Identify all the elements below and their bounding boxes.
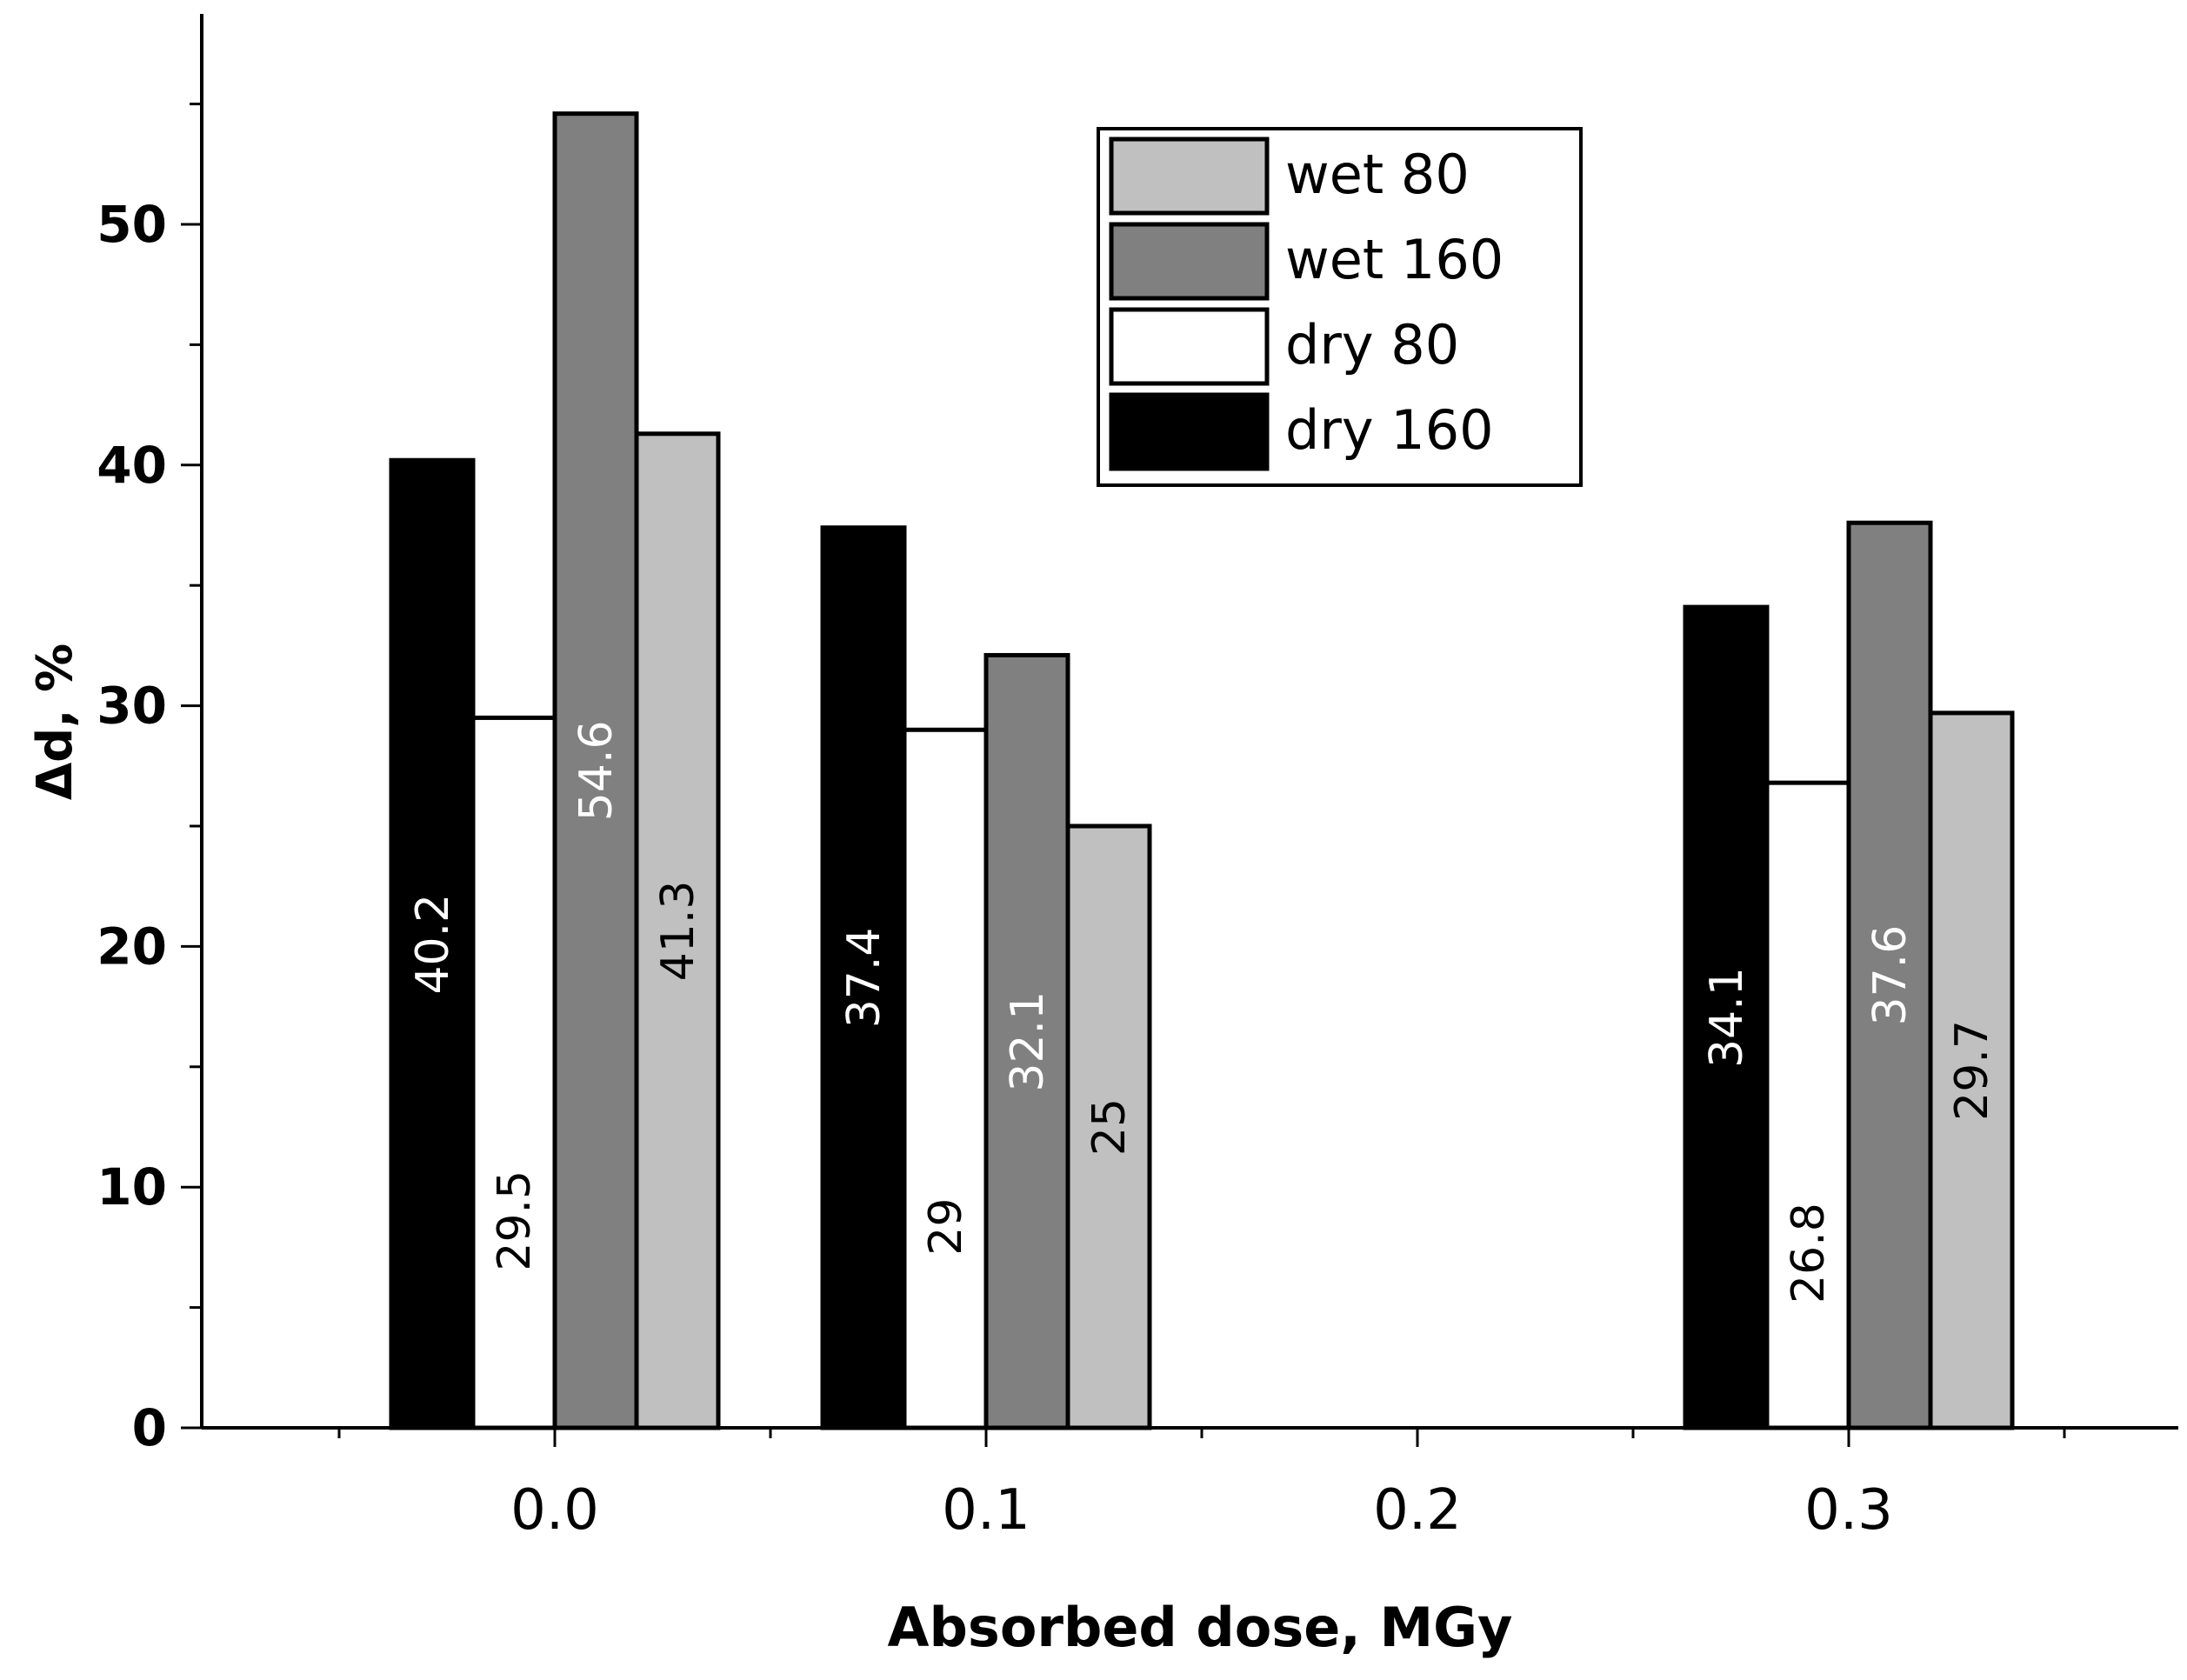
legend-swatch (1109, 222, 1270, 301)
legend-swatch (1109, 137, 1270, 216)
legend-label: dry 80 (1285, 313, 1459, 377)
bar-wet-160-0.3 (1846, 520, 1933, 1430)
bar-dry-160-0.0 (389, 457, 476, 1430)
bar-value-label: 29.7 (1946, 1020, 1998, 1121)
bar-wet-80-0.0 (634, 431, 721, 1430)
bar-value-label: 54.6 (570, 720, 623, 821)
bar-value-label: 29 (920, 1198, 972, 1256)
chart-data-labels: 40.2 29.5 54.6 41.3 37.4 29 32.1 25 34.1 26.8 37.6… (407, 720, 1998, 1303)
x-tick-label: 0.3 (1804, 1478, 1893, 1543)
chart-axes: 0 10 20 30 40 50 0.0 0.1 0.2 0.3 (97, 14, 2178, 1543)
legend-swatch (1109, 392, 1270, 471)
y-axis-title: Δd, % (27, 643, 83, 800)
bar-value-label: 26.8 (1783, 1203, 1835, 1303)
bar-value-label: 37.6 (1864, 925, 1917, 1026)
legend: wet 80 wet 160 dry 80 dry 160 (1097, 127, 1583, 487)
bar-dry-80-0.0 (470, 715, 557, 1430)
bar-dry-160-0.3 (1683, 604, 1770, 1430)
legend-label: dry 160 (1285, 398, 1494, 462)
bar-value-label: 29.5 (489, 1170, 541, 1271)
x-tick-label: 0.1 (942, 1478, 1030, 1543)
bar-wet-160-0.0 (552, 111, 639, 1430)
bar-value-label: 25 (1083, 1098, 1136, 1156)
y-tick-label: 0 (132, 1398, 167, 1457)
y-tick-label: 20 (97, 917, 167, 976)
y-tick-label: 30 (97, 677, 167, 736)
bar-dry-160-0.1 (820, 525, 907, 1430)
bar-value-label: 37.4 (838, 927, 890, 1028)
x-tick-label: 0.2 (1373, 1478, 1462, 1543)
legend-label: wet 160 (1285, 228, 1504, 291)
bar-wet-80-0.1 (1065, 823, 1152, 1430)
y-tick-label: 40 (97, 436, 167, 495)
bar-wet-80-0.3 (1928, 710, 2015, 1430)
legend-swatch (1109, 307, 1270, 386)
bar-dry-80-0.1 (902, 727, 989, 1430)
y-tick-label: 50 (97, 195, 167, 254)
legend-label: wet 80 (1285, 143, 1470, 206)
bar-value-label: 32.1 (1002, 991, 1054, 1092)
x-tick-label: 0.0 (510, 1478, 599, 1543)
bar-value-label: 34.1 (1701, 967, 1753, 1068)
y-tick-label: 10 (97, 1157, 167, 1217)
x-axis-title: Absorbed dose, MGy (888, 1596, 1513, 1659)
bar-dry-80-0.3 (1764, 780, 1851, 1430)
chart-bars (389, 111, 2015, 1430)
bar-value-label: 40.2 (407, 894, 459, 995)
bar-value-label: 41.3 (652, 881, 704, 982)
bar-wet-160-0.1 (983, 652, 1070, 1430)
